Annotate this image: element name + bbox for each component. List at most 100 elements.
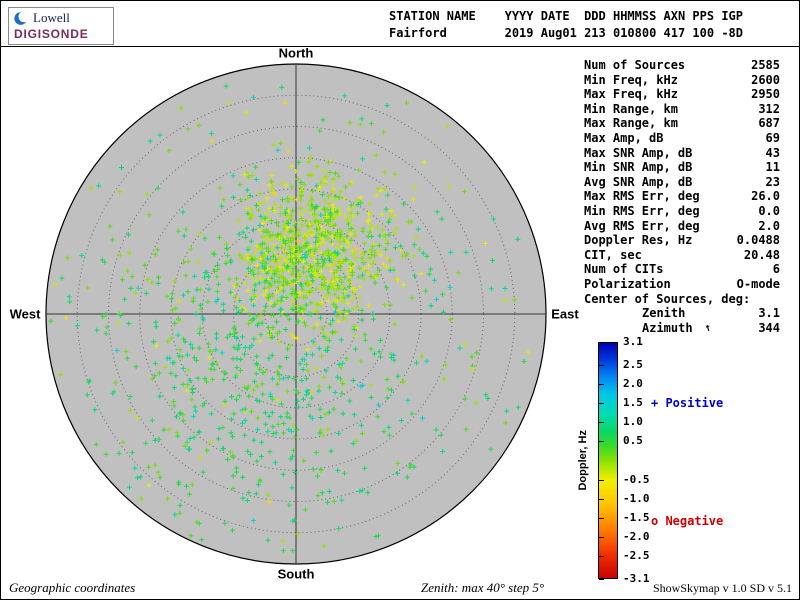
stat-row: Doppler Res, Hz 0.0488 (584, 233, 780, 248)
source-point (301, 396, 306, 402)
source-point (256, 207, 262, 213)
source-point (312, 212, 318, 218)
source-point (291, 376, 297, 381)
source-point (462, 189, 467, 195)
source-point (311, 341, 317, 347)
source-point (296, 159, 302, 165)
source-point (175, 332, 181, 338)
source-point (253, 164, 259, 170)
header-divider (1, 46, 799, 47)
source-point (253, 203, 259, 208)
source-point (173, 373, 179, 379)
source-point (288, 256, 294, 262)
source-point (408, 462, 414, 468)
source-point (276, 376, 282, 382)
source-point (304, 282, 310, 287)
logo-digisonde-text: DIGISONDE (14, 27, 89, 41)
source-point (292, 255, 298, 261)
source-point (226, 100, 232, 105)
source-point (255, 270, 261, 276)
source-point (285, 264, 291, 269)
source-point (411, 196, 417, 202)
source-point (332, 274, 338, 280)
source-point (442, 362, 448, 368)
source-point (249, 256, 255, 262)
source-point (324, 218, 330, 224)
source-point (228, 289, 234, 295)
source-point (251, 336, 257, 342)
source-point (302, 252, 308, 257)
source-point (323, 331, 329, 337)
colorbar-tick-label: 3.1 (623, 335, 643, 348)
source-point (115, 320, 121, 326)
source-point (172, 320, 178, 326)
source-point (127, 394, 133, 400)
source-point (382, 302, 388, 307)
source-point (462, 396, 468, 402)
source-point (224, 245, 230, 251)
stats-panel: Num of Sources 2585 Min Freq, kHz 2600 Max F… (584, 58, 780, 335)
source-point (336, 431, 342, 436)
source-point (168, 335, 174, 341)
source-point (267, 257, 273, 263)
source-point (265, 537, 271, 543)
stat-row: Min RMS Err, deg 0.0 (584, 204, 780, 219)
source-point (327, 258, 333, 264)
logo-top-row: Lowell (14, 10, 108, 26)
source-point (318, 415, 324, 420)
source-point (316, 388, 322, 394)
source-point (254, 427, 260, 433)
colorbar-tick-mark (599, 342, 604, 343)
source-point (289, 332, 295, 338)
source-point (221, 377, 227, 383)
source-point (326, 409, 332, 415)
source-point (512, 297, 518, 303)
source-point (383, 206, 389, 212)
stat-row: Max Range, km 687 (584, 116, 780, 131)
source-point (278, 414, 284, 420)
source-point (245, 255, 251, 261)
source-point (264, 270, 270, 276)
source-point (272, 270, 277, 276)
source-point (447, 317, 453, 323)
source-point (265, 280, 271, 285)
source-point (246, 490, 252, 496)
source-point (217, 235, 223, 240)
source-point (367, 255, 372, 261)
source-point (279, 538, 285, 544)
colorbar-tick-mark (599, 556, 604, 557)
source-point (190, 386, 196, 392)
source-point (295, 318, 301, 324)
source-point (438, 432, 444, 438)
source-point (289, 184, 295, 190)
source-point (309, 352, 315, 358)
source-point (433, 296, 439, 302)
source-point (256, 201, 262, 207)
source-point (348, 226, 354, 231)
source-point (174, 430, 180, 436)
source-point (334, 268, 340, 273)
source-point (299, 189, 305, 195)
source-point (306, 249, 312, 254)
source-point (214, 335, 219, 341)
source-point (231, 344, 237, 350)
source-point (322, 280, 328, 286)
source-point (337, 239, 343, 245)
source-point (319, 325, 325, 331)
source-point (275, 298, 281, 304)
zenith-range-caption: Zenith: max 40° step 5° (421, 580, 545, 595)
source-point (366, 211, 371, 217)
source-point (353, 438, 359, 444)
source-point (319, 256, 325, 262)
source-point (146, 464, 152, 470)
source-point (336, 173, 341, 179)
source-point (352, 233, 358, 239)
source-point (280, 282, 286, 288)
source-point (392, 321, 398, 327)
source-point (281, 421, 287, 426)
source-point (275, 397, 281, 403)
source-point (208, 411, 214, 417)
source-point (258, 454, 264, 459)
source-point (326, 256, 332, 262)
stat-row: Polarization O-mode (584, 277, 780, 292)
